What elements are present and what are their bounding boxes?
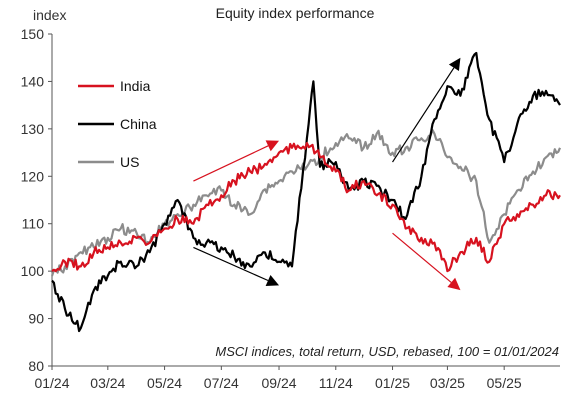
y-tick-label: 100: [21, 263, 45, 279]
y-tick-label: 80: [28, 358, 44, 374]
x-tick-label: 03/25: [430, 375, 465, 391]
y-tick-label: 130: [21, 121, 45, 137]
y-tick-label: 150: [21, 26, 45, 42]
arrow-head: [447, 277, 461, 291]
x-tick-label: 11/24: [319, 375, 353, 391]
x-tick-label: 07/24: [204, 375, 239, 391]
source-note: MSCI indices, total return, USD, rebased…: [215, 344, 559, 359]
annotation-arrows: [193, 57, 461, 291]
arrow-head: [448, 57, 461, 72]
series-line-china: [51, 51, 561, 333]
y-tick-label: 140: [21, 73, 45, 89]
y-tick-label: 110: [22, 216, 45, 232]
x-tick-label: 05/25: [487, 375, 522, 391]
chart-title: Equity index performance: [216, 5, 375, 21]
series-line-india: [51, 142, 561, 273]
x-tick-label: 03/24: [90, 375, 125, 391]
series-lines: [50, 51, 562, 333]
axes: 80 90 100 110 120 130 140 150 01/24 03/24 05/24 07/…: [21, 26, 560, 391]
x-tick-label: 09/24: [261, 375, 296, 391]
legend-label-us: US: [120, 154, 139, 170]
y-tick-label: 90: [28, 311, 44, 327]
arrow-head: [265, 140, 280, 152]
arrow-shaft: [392, 67, 455, 163]
legend: India China US: [78, 78, 157, 170]
x-tick-label: 01/24: [34, 375, 69, 391]
y-tick-label: 120: [21, 168, 45, 184]
arrow-shaft: [193, 145, 269, 182]
series-line-us: [50, 128, 562, 277]
arrow-shaft: [392, 232, 452, 283]
legend-label-china: China: [120, 116, 157, 132]
x-tick-label: 05/24: [147, 375, 182, 391]
legend-label-india: India: [120, 78, 151, 94]
arrow-shaft: [193, 246, 269, 282]
y-axis-unit-label: index: [33, 7, 66, 23]
arrow-head: [265, 275, 280, 286]
x-tick-label: 01/25: [375, 375, 410, 391]
